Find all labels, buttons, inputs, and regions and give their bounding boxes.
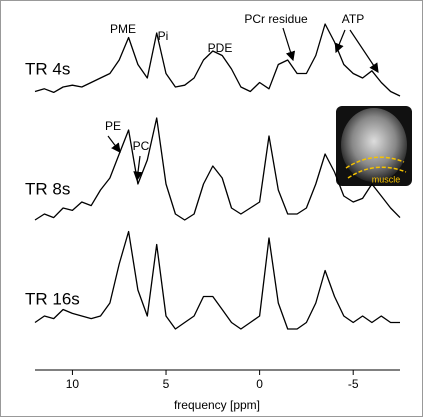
arrows — [107, 27, 379, 182]
series-label: TR 4s — [25, 59, 70, 78]
annotation: muscle — [372, 174, 401, 184]
x-tick-label: -5 — [348, 377, 359, 391]
annotation: PME — [110, 22, 136, 36]
series-label: TR 8s — [25, 179, 70, 198]
annotation: PE — [105, 119, 121, 133]
series-label: TR 16s — [25, 289, 80, 308]
spectrum-line — [34, 117, 401, 221]
annotation: PC — [133, 139, 150, 153]
spectrum-line — [34, 230, 400, 330]
x-axis-label: frequency [ppm] — [174, 398, 260, 412]
x-tick-label: 5 — [163, 377, 170, 391]
x-tick-label: 10 — [66, 377, 80, 391]
annotation: PDE — [208, 41, 233, 55]
annotation: Pi — [158, 29, 169, 43]
annotation: ATP — [342, 12, 364, 26]
x-tick-label: 0 — [256, 377, 263, 391]
annotation: PCr residue — [244, 12, 308, 26]
spectrum-line — [34, 23, 401, 97]
inset-image — [336, 106, 412, 186]
